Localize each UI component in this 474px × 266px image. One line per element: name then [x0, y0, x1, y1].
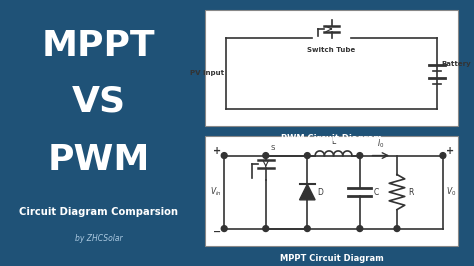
- Text: Switch Tube: Switch Tube: [308, 47, 356, 53]
- Text: +: +: [213, 146, 221, 156]
- Text: $I_0$: $I_0$: [377, 137, 384, 150]
- Text: by ZHCSolar: by ZHCSolar: [75, 234, 123, 243]
- Text: MPPT: MPPT: [42, 30, 155, 64]
- Text: S: S: [271, 145, 275, 151]
- Circle shape: [357, 153, 363, 159]
- Text: VS: VS: [72, 85, 126, 119]
- Circle shape: [304, 153, 310, 159]
- Text: PV Input: PV Input: [190, 70, 224, 76]
- Text: $V_0$: $V_0$: [446, 186, 456, 198]
- Text: L: L: [331, 137, 336, 146]
- Bar: [205, 136, 458, 246]
- Circle shape: [304, 226, 310, 231]
- Bar: [205, 10, 458, 126]
- Text: PWM: PWM: [48, 143, 150, 177]
- Polygon shape: [300, 184, 315, 200]
- Circle shape: [221, 226, 227, 231]
- Text: C: C: [374, 188, 379, 197]
- Circle shape: [221, 153, 227, 159]
- Circle shape: [263, 226, 269, 231]
- Circle shape: [440, 153, 446, 159]
- Text: $V_{in}$: $V_{in}$: [210, 186, 221, 198]
- Text: Circuit Diagram Comparsion: Circuit Diagram Comparsion: [19, 207, 178, 217]
- Text: R: R: [409, 188, 414, 197]
- Circle shape: [394, 226, 400, 231]
- Text: D: D: [317, 188, 323, 197]
- Circle shape: [357, 226, 363, 231]
- Text: −: −: [213, 227, 221, 236]
- Text: Battery: Battery: [441, 60, 471, 66]
- Text: PWM Circuit Diagram: PWM Circuit Diagram: [281, 134, 382, 143]
- Text: MPPT Circuit Diagram: MPPT Circuit Diagram: [280, 254, 383, 263]
- Text: +: +: [446, 146, 454, 156]
- Circle shape: [263, 153, 269, 159]
